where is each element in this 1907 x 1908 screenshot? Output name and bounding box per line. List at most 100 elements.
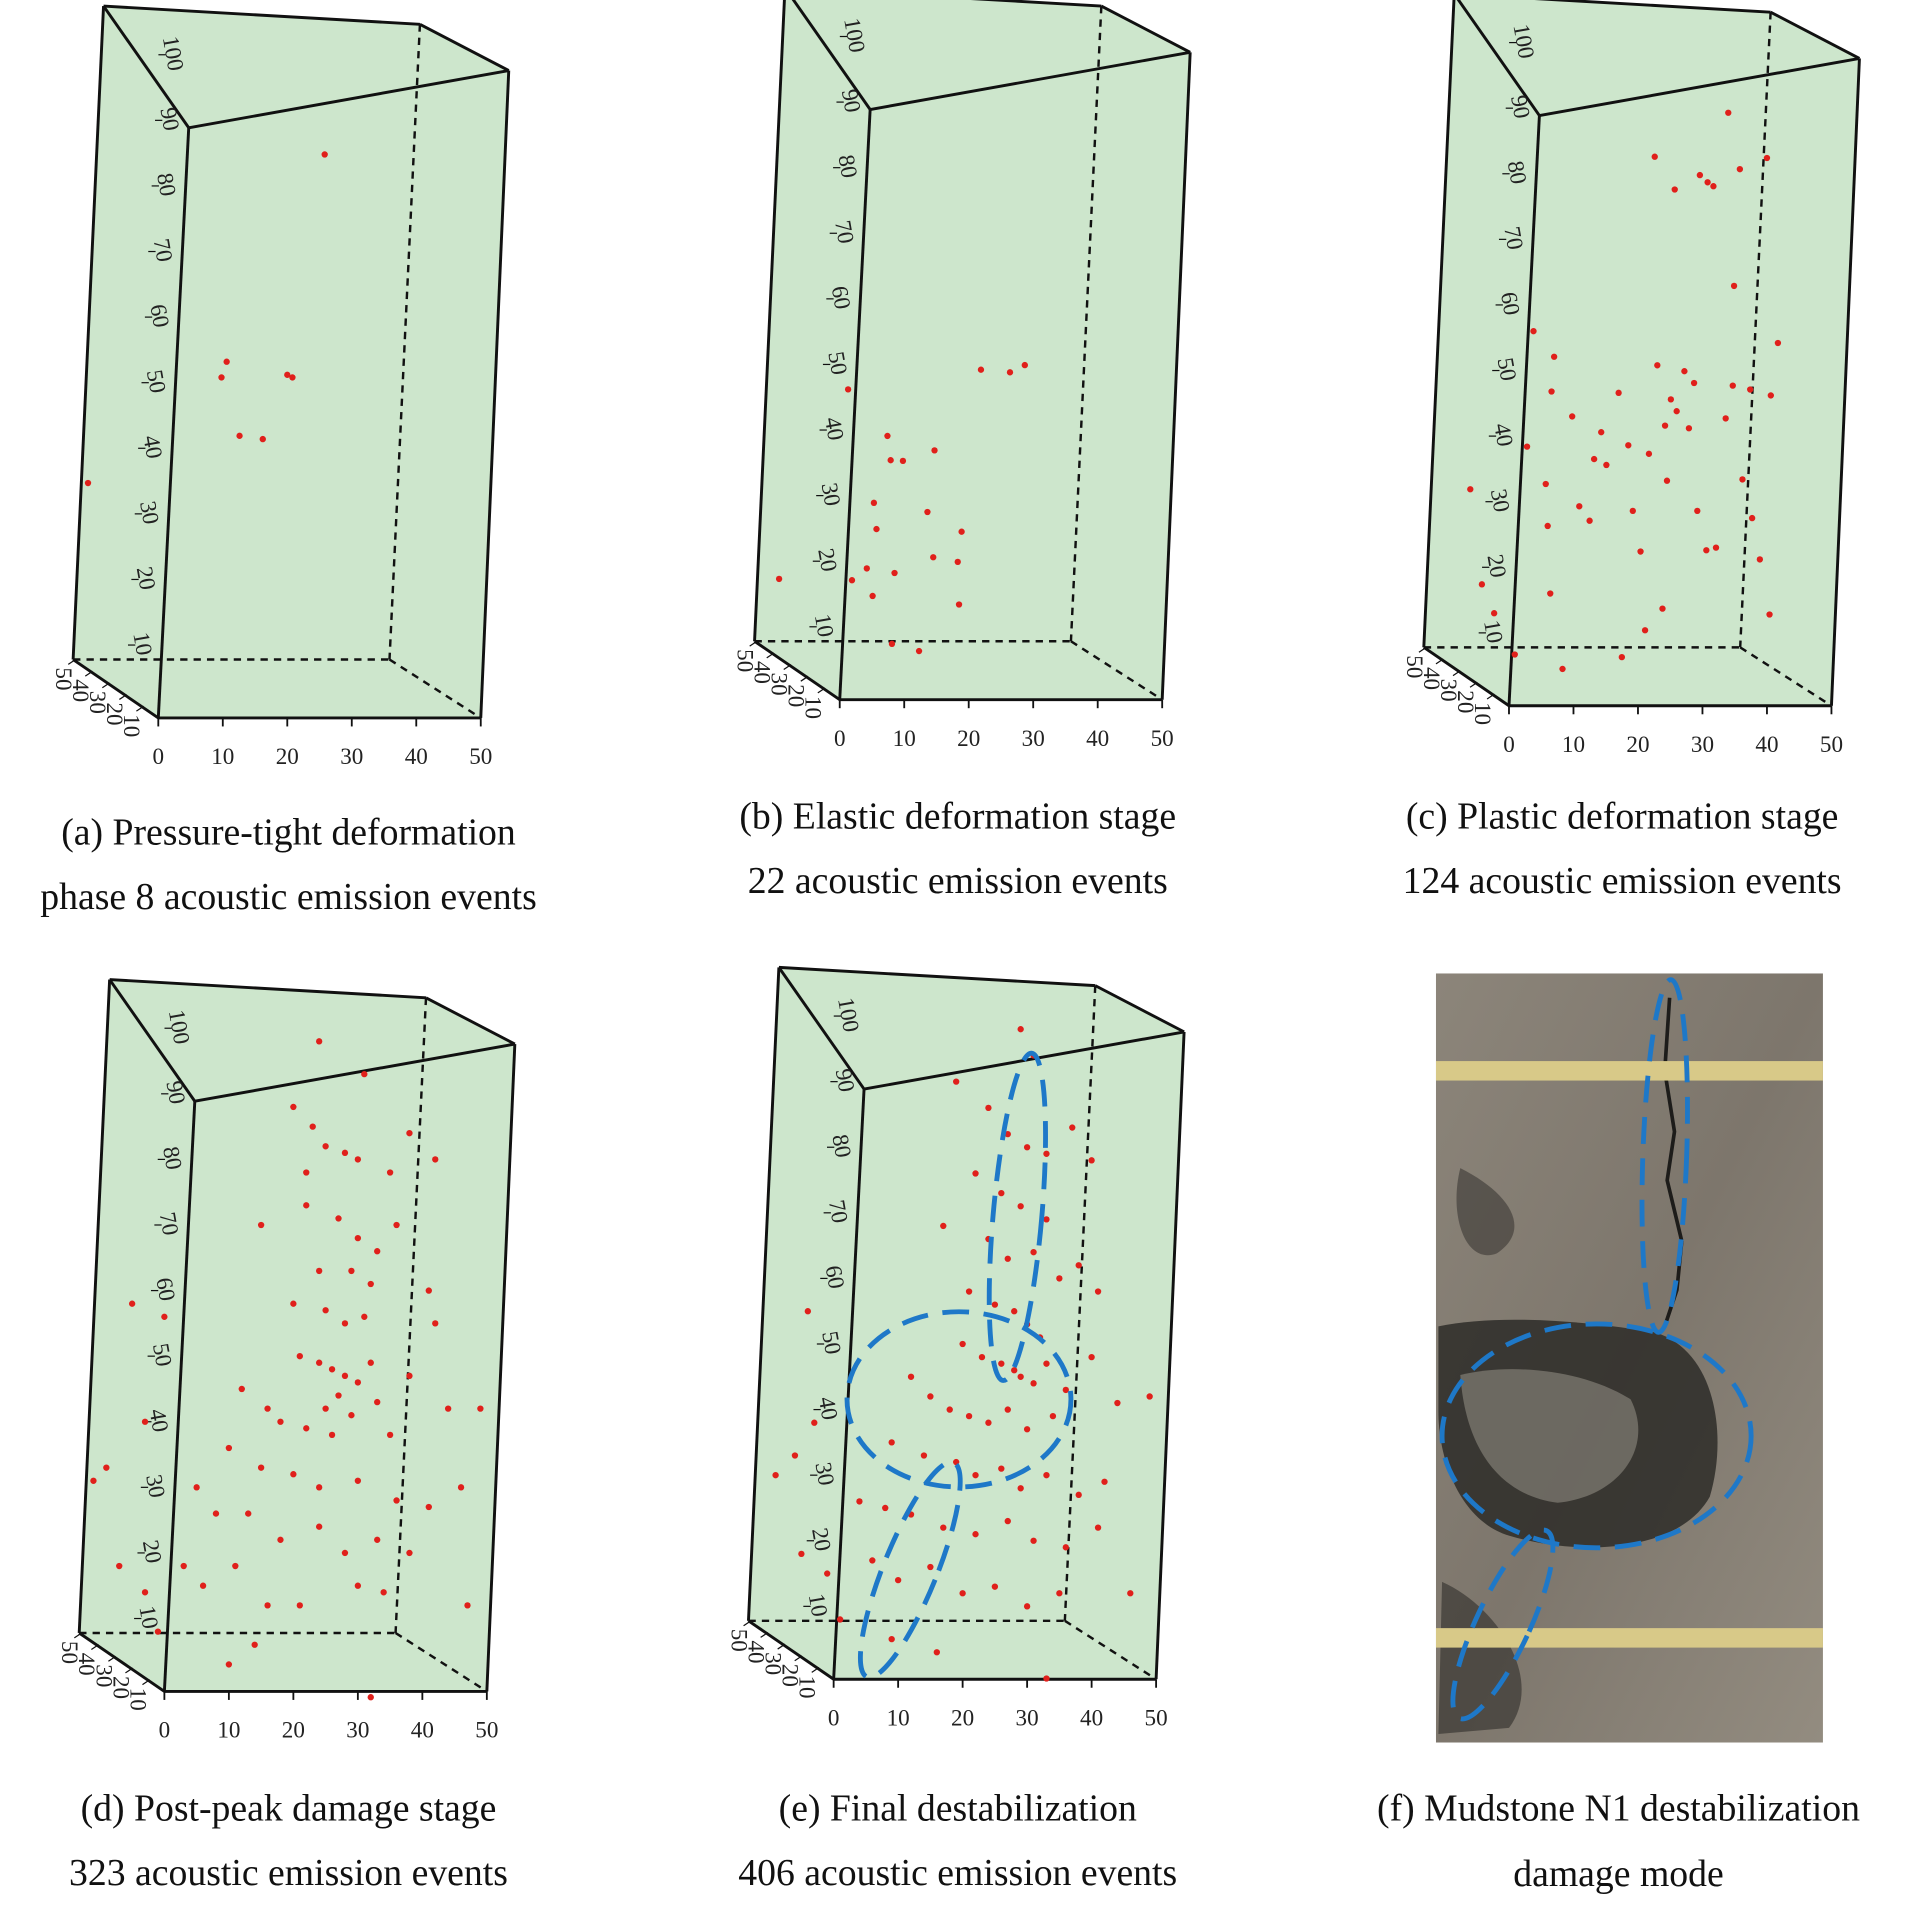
box-edge (1154, 1031, 1186, 1680)
event-point (863, 565, 870, 572)
depth-tick-label: 10 (119, 714, 145, 737)
depth-tick-label: 10 (795, 1675, 821, 1698)
event-point (1523, 443, 1531, 450)
event-point (354, 1582, 362, 1589)
caption: 323 acoustic emission events (69, 1852, 508, 1894)
event-point (477, 1405, 484, 1412)
y-tick-label: 90 (161, 1079, 191, 1106)
event-point (1690, 379, 1698, 387)
box-edge (747, 967, 781, 1621)
event-point (1747, 386, 1754, 393)
event-point (1637, 548, 1644, 555)
y-tick-label: 70 (1499, 224, 1529, 251)
damage-zone-light (1460, 1369, 1639, 1503)
y-tick-label: 60 (1496, 290, 1526, 317)
lower-ellipse (857, 1459, 963, 1680)
depth-tick (125, 1667, 134, 1674)
event-point (888, 1635, 895, 1643)
event-point (432, 1320, 439, 1327)
box-edge (103, 4, 421, 26)
event-point (406, 1372, 413, 1380)
event-point (315, 1038, 323, 1045)
depth-tick-label: 20 (778, 1664, 804, 1687)
depth-tick-label: 30 (1436, 679, 1462, 702)
event-point (1659, 605, 1666, 612)
event-point (844, 386, 852, 393)
event-point (1088, 1157, 1095, 1164)
event-point (1101, 1478, 1108, 1485)
box-edge (388, 658, 482, 719)
event-point (374, 1536, 381, 1543)
event-point (1651, 153, 1658, 160)
depth-tick (749, 640, 758, 647)
box-edge (1739, 646, 1833, 707)
event-point (884, 432, 891, 440)
y-tick-label: 20 (138, 1538, 168, 1565)
event-point (348, 1412, 355, 1419)
y-tick-label: 70 (824, 1198, 854, 1225)
box-edge (869, 50, 1191, 111)
depth-tick-label: 30 (85, 691, 111, 714)
event-point (341, 1149, 349, 1157)
x-tick-label: 50 (475, 1717, 498, 1743)
event-point (1710, 183, 1717, 190)
x-tick-label: 0 (834, 725, 846, 751)
y-tick-label: 60 (145, 302, 175, 329)
x-tick-label: 0 (828, 1704, 840, 1730)
event-point (1547, 590, 1554, 597)
event-point (1017, 1373, 1024, 1380)
x-tick-label: 20 (957, 725, 980, 751)
event-point (1544, 522, 1551, 530)
depth-tick (136, 705, 145, 712)
rubber-band (1435, 1061, 1823, 1081)
box-edge (1064, 1619, 1157, 1681)
event-point (354, 1234, 362, 1242)
depth-tick (67, 659, 76, 665)
y-tick-label: 10 (134, 1603, 164, 1630)
y-tick-label: 90 (1506, 93, 1536, 120)
event-point (965, 1288, 973, 1295)
box-edge (1094, 984, 1185, 1034)
depth-tick (811, 1667, 820, 1673)
event-point (1467, 486, 1474, 493)
event-point (1011, 1308, 1018, 1315)
box-edge (162, 1101, 197, 1692)
event-point (1043, 1216, 1050, 1223)
event-point (1094, 1524, 1102, 1531)
depth-tick (743, 1620, 752, 1627)
event-point (303, 1169, 310, 1176)
y-tick-label: 60 (151, 1276, 181, 1303)
box-edge (1507, 115, 1541, 706)
depth-tick-label: 40 (1419, 667, 1445, 690)
caption: 406 acoustic emission events (738, 1852, 1177, 1894)
box-edge (1160, 52, 1192, 700)
event-point (1774, 339, 1782, 347)
damage-ellipse (1439, 1321, 1754, 1551)
event-point (1722, 415, 1729, 422)
box (79, 979, 515, 1692)
event-point (341, 1320, 349, 1327)
y-tick-label: 90 (155, 105, 185, 132)
y-tick-label: 80 (158, 1144, 188, 1171)
event-point (425, 1287, 432, 1294)
x-tick-label: 50 (1145, 1704, 1168, 1730)
event-point (1023, 1144, 1031, 1151)
event-point (1576, 503, 1583, 510)
event-point (225, 1444, 233, 1452)
event-point (367, 1694, 374, 1701)
depth-tick (119, 694, 127, 700)
caption: (f) Mudstone N1 destabilization (1377, 1787, 1860, 1829)
chart-panel: 0 10 20 30 40 5010203040506070809010010203040… (733, 0, 1192, 751)
event-point (1043, 1675, 1050, 1682)
event-point (290, 1103, 297, 1111)
event-point (1661, 422, 1669, 429)
x-tick-label: 20 (276, 743, 299, 769)
event-point (1530, 328, 1537, 335)
event-point (315, 1267, 323, 1275)
panel-e-annotations (844, 1050, 1074, 1680)
event-point (1739, 476, 1746, 483)
event-point (824, 1570, 831, 1577)
event-point (1004, 1255, 1011, 1262)
y-tick-label: 40 (138, 433, 168, 460)
